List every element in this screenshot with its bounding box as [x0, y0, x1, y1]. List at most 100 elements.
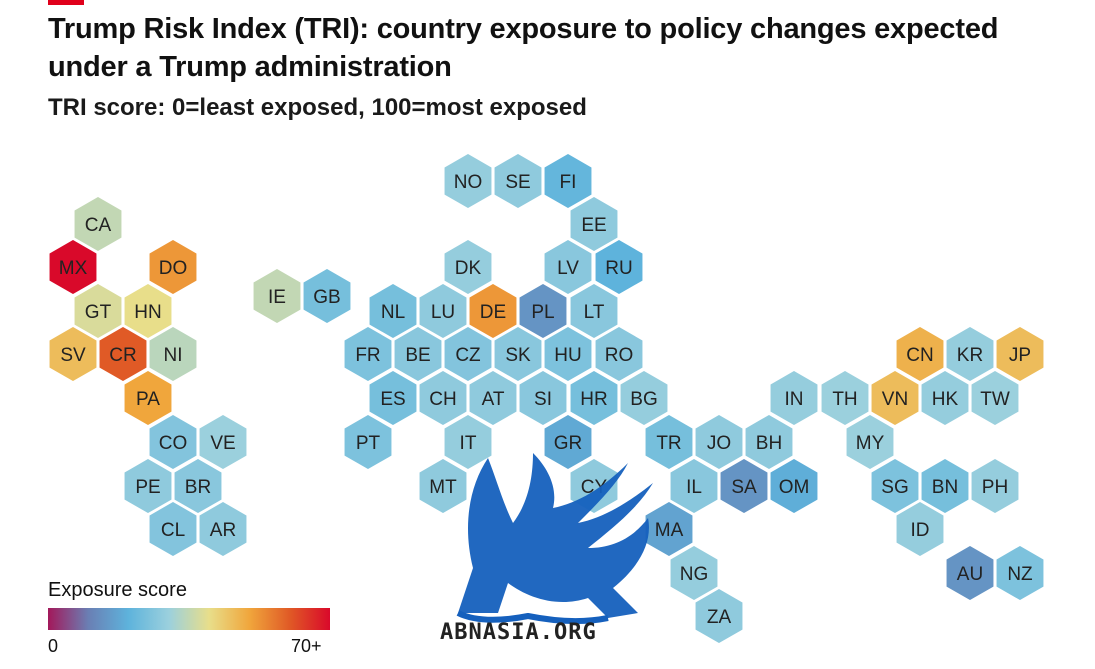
hex-label: SV — [60, 345, 86, 366]
accent-bar — [48, 0, 84, 5]
country-hex-tw: TW — [969, 368, 1021, 428]
country-hex-ph: PH — [969, 456, 1021, 516]
country-hex-co: CO — [147, 412, 199, 472]
hex-tile — [618, 368, 670, 428]
hex-label: HN — [134, 302, 161, 323]
country-hex-cl: CL — [147, 499, 199, 559]
hex-tile — [693, 586, 745, 646]
hex-tile — [301, 266, 353, 326]
country-hex-gb: GB — [301, 266, 353, 326]
hex-label: DE — [480, 302, 506, 323]
country-hex-ie: IE — [251, 266, 303, 326]
country-hex-za: ZA — [693, 586, 745, 646]
hex-label: IN — [785, 389, 804, 410]
hex-tile — [517, 368, 569, 428]
country-hex-mx: MX — [47, 237, 99, 297]
hex-label: GR — [554, 433, 583, 454]
country-hex-es: ES — [367, 368, 419, 428]
country-hex-cr: CR — [97, 324, 149, 384]
hex-label: HK — [932, 389, 959, 410]
country-hex-bg: BG — [618, 368, 670, 428]
hex-tile — [542, 151, 594, 211]
country-hex-kr: KR — [944, 324, 996, 384]
hex-label: TH — [832, 389, 857, 410]
country-hex-ni: NI — [147, 324, 199, 384]
hex-tile — [542, 412, 594, 472]
hex-label: SE — [505, 172, 530, 193]
chart-title: Trump Risk Index (TRI): country exposure… — [48, 13, 999, 83]
hex-tile — [643, 499, 695, 559]
hex-label: ES — [380, 389, 405, 410]
hex-label: CN — [906, 345, 933, 366]
hex-label: CZ — [455, 345, 481, 366]
country-hex-cz: CZ — [442, 324, 494, 384]
country-hex-ve: VE — [197, 412, 249, 472]
hex-tile — [994, 324, 1046, 384]
country-hex-sk: SK — [492, 324, 544, 384]
hex-label: IE — [268, 287, 286, 308]
country-hex-ch: CH — [417, 368, 469, 428]
watermark-text: ABNASIA.ORG — [440, 620, 597, 645]
hex-label: MA — [655, 520, 684, 541]
hex-label: NI — [164, 345, 183, 366]
hex-label: TR — [656, 433, 681, 454]
country-hex-it: IT — [442, 412, 494, 472]
hex-tile — [342, 412, 394, 472]
griffin-watermark-logo — [456, 453, 653, 625]
hex-label: SK — [505, 345, 531, 366]
hex-label: CL — [161, 520, 185, 541]
hex-tile — [47, 237, 99, 297]
hex-label: SG — [881, 477, 908, 498]
hex-tile — [442, 237, 494, 297]
hex-label: PT — [356, 433, 381, 454]
country-hex-pe: PE — [122, 456, 174, 516]
hex-label: JP — [1009, 345, 1031, 366]
country-hex-nz: NZ — [994, 543, 1046, 603]
hex-tile — [197, 412, 249, 472]
country-hex-pt: PT — [342, 412, 394, 472]
hex-tile — [197, 499, 249, 559]
hex-label: IT — [460, 433, 477, 454]
hex-label: AT — [482, 389, 505, 410]
hex-label: BN — [932, 477, 958, 498]
country-hex-fi: FI — [542, 151, 594, 211]
legend-color-bar — [48, 608, 330, 630]
country-hex-no: NO — [442, 151, 494, 211]
country-hex-ar: AR — [197, 499, 249, 559]
country-hex-do: DO — [147, 237, 199, 297]
country-hex-ru: RU — [593, 237, 645, 297]
country-hex-se: SE — [492, 151, 544, 211]
legend-title: Exposure score — [48, 579, 187, 601]
hex-label: ID — [911, 520, 930, 541]
hex-label: PL — [531, 302, 554, 323]
hex-label: GT — [85, 302, 112, 323]
hex-tile — [969, 368, 1021, 428]
hex-label: AU — [957, 564, 983, 585]
hex-label: DO — [159, 258, 188, 279]
hex-label: BR — [185, 477, 211, 498]
country-hex-bh: BH — [743, 412, 795, 472]
hex-label: GB — [313, 287, 340, 308]
hex-label: EE — [581, 215, 606, 236]
country-hex-at: AT — [467, 368, 519, 428]
hex-label: CH — [429, 389, 456, 410]
hex-label: SI — [534, 389, 552, 410]
country-hex-be: BE — [392, 324, 444, 384]
hex-label: CO — [159, 433, 188, 454]
hex-label: MY — [856, 433, 885, 454]
country-hex-in: IN — [768, 368, 820, 428]
hex-label: LV — [557, 258, 579, 279]
country-hex-sa: SA — [718, 456, 770, 516]
hex-label: PH — [982, 477, 1008, 498]
legend-max-label: 70+ — [291, 636, 322, 656]
country-hex-ca: CA — [72, 194, 124, 254]
hex-label: FI — [560, 172, 577, 193]
country-hex-my: MY — [844, 412, 896, 472]
hex-label: FR — [355, 345, 380, 366]
country-hex-ma: MA — [643, 499, 695, 559]
hex-label: OM — [779, 477, 810, 498]
hex-label: IL — [686, 477, 702, 498]
hex-label: RU — [605, 258, 632, 279]
hex-tile — [743, 412, 795, 472]
